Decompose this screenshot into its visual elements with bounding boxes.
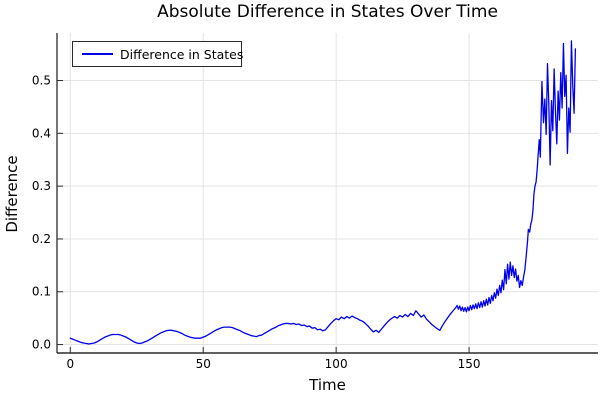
legend-box: Difference in States	[72, 41, 244, 67]
y-tick-label: 0.2	[32, 232, 51, 246]
legend-entry-label: Difference in States	[120, 46, 244, 62]
y-tick-label: 0.4	[32, 126, 51, 140]
axis-layer: 0 50 100 150 0.0 0.1 0.2 0.3 0.4 0.5	[32, 33, 598, 371]
y-axis-label: Difference	[3, 155, 21, 233]
y-tick-label: 0.0	[32, 338, 51, 352]
chart-title: Absolute Difference in States Over Time	[157, 2, 498, 22]
series-layer	[69, 40, 577, 345]
y-tick-label: 0.3	[32, 179, 51, 193]
x-tick-label: 100	[325, 357, 348, 371]
y-tick-label: 0.5	[32, 74, 51, 88]
series-line	[69, 40, 577, 345]
x-tick-label: 0	[66, 357, 74, 371]
x-tick-label: 150	[458, 357, 481, 371]
x-tick-label: 50	[196, 357, 211, 371]
grid-layer	[57, 33, 598, 353]
x-axis-label: Time	[309, 376, 346, 394]
legend-line-sample	[82, 53, 113, 55]
y-tick-label: 0.1	[32, 285, 51, 299]
